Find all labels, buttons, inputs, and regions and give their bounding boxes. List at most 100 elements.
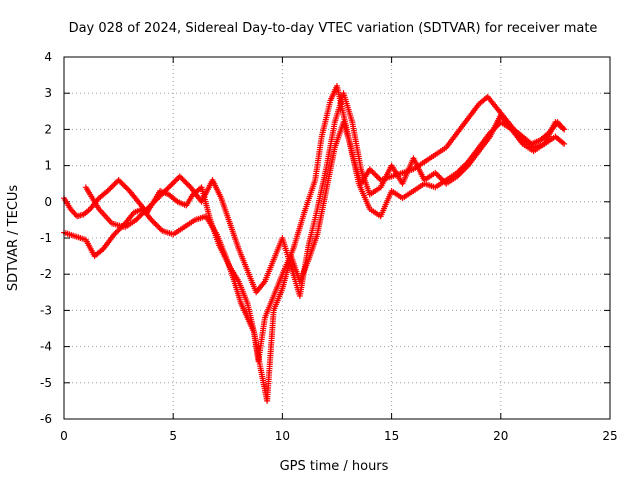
data-point	[373, 173, 380, 180]
data-point	[183, 180, 190, 187]
data-point	[156, 225, 163, 232]
data-point	[561, 140, 568, 147]
y-tick-labels: -6 -5 -4 -3 -2 -1 0 1 2 3 4	[40, 50, 52, 426]
data-point	[454, 173, 461, 180]
data-point	[111, 231, 118, 238]
data-point	[112, 230, 119, 237]
data-point	[121, 182, 128, 189]
data-point	[169, 180, 176, 187]
y-axis-label: SDTVAR / TECUs	[6, 185, 21, 292]
data-point	[462, 165, 469, 172]
data-point	[184, 181, 191, 188]
data-point	[155, 223, 162, 230]
data-point	[115, 177, 122, 184]
data-point	[151, 219, 158, 226]
data-point	[366, 166, 373, 173]
data-point	[110, 182, 117, 189]
y-tick-label: -3	[40, 303, 52, 317]
data-point	[157, 192, 164, 199]
data-point	[561, 126, 568, 133]
data-point	[138, 211, 145, 218]
data-point	[180, 177, 187, 184]
y-tick-label: -5	[40, 376, 52, 390]
data-point	[435, 172, 442, 179]
series-track-3	[82, 90, 568, 299]
data-point	[372, 171, 379, 178]
data-point	[108, 183, 115, 190]
data-point	[104, 187, 111, 194]
x-tick-label: 15	[384, 429, 399, 443]
x-tick-label: 10	[275, 429, 290, 443]
data-point	[146, 203, 153, 210]
data-point	[167, 182, 174, 189]
data-point	[176, 173, 183, 180]
data-point	[111, 181, 118, 188]
data-point	[157, 226, 164, 233]
data-point	[115, 227, 122, 234]
data-point	[374, 174, 381, 181]
data-point	[436, 173, 443, 180]
data-point	[143, 206, 150, 213]
y-tick-label: 4	[44, 50, 52, 64]
data-point	[440, 177, 447, 184]
data-point	[154, 195, 161, 202]
data-point	[369, 168, 376, 175]
data-point	[178, 174, 185, 181]
y-tick-label: -4	[40, 340, 52, 354]
data-point	[123, 185, 130, 192]
data-point	[137, 212, 144, 219]
data-point	[437, 175, 444, 182]
y-tick-label: -1	[40, 231, 52, 245]
data-point	[106, 186, 113, 193]
chart-title: Day 028 of 2024, Sidereal Day-to-day VTE…	[69, 21, 598, 36]
data-point	[459, 168, 466, 175]
data-point	[134, 215, 141, 222]
data-point	[439, 176, 446, 183]
data-point	[122, 183, 129, 190]
data-point	[142, 207, 149, 214]
data-point	[171, 178, 178, 185]
data-point	[164, 185, 171, 192]
data-point	[456, 170, 463, 177]
data-point	[159, 191, 166, 198]
data-point	[152, 197, 159, 204]
data-point	[107, 185, 114, 192]
data-point	[179, 176, 186, 183]
data-points	[61, 82, 568, 404]
data-point	[135, 214, 142, 221]
data-point	[150, 199, 157, 206]
data-point	[168, 181, 175, 188]
data-point	[148, 201, 155, 208]
data-point	[145, 204, 152, 211]
data-point	[118, 179, 125, 186]
data-point	[149, 218, 156, 225]
data-point	[153, 222, 160, 229]
data-point	[182, 178, 189, 185]
x-tick-label: 0	[60, 429, 68, 443]
x-tick-label: 5	[169, 429, 177, 443]
data-point	[460, 166, 467, 173]
data-point	[455, 172, 462, 179]
x-axis-label: GPS time / hours	[280, 459, 389, 474]
data-point	[112, 179, 119, 186]
data-point	[156, 193, 163, 200]
data-point	[148, 216, 155, 223]
x-tick-labels: 0 5 10 15 20 25	[60, 429, 617, 443]
data-point	[160, 189, 167, 196]
y-tick-label: -6	[40, 412, 52, 426]
series-track-2	[61, 119, 568, 404]
x-tick-label: 20	[493, 429, 508, 443]
data-point	[172, 177, 179, 184]
plot-frame	[63, 56, 611, 420]
y-tick-label: 1	[44, 159, 52, 173]
data-point	[161, 188, 168, 195]
data-point	[113, 228, 120, 235]
data-point	[133, 216, 140, 223]
y-tick-label: 3	[44, 86, 52, 100]
data-point	[163, 187, 170, 194]
data-point	[139, 210, 146, 217]
x-tick-label: 25	[602, 429, 617, 443]
data-point	[370, 170, 377, 177]
data-point	[141, 208, 148, 215]
data-point	[152, 220, 159, 227]
